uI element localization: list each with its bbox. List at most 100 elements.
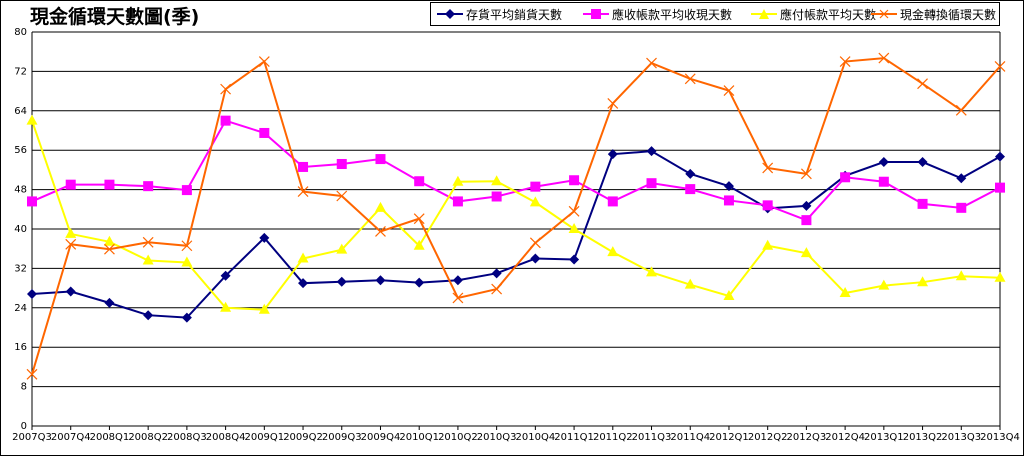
data-point-s1: [646, 178, 657, 189]
data-point-s2: [529, 196, 541, 207]
data-point-s3: [684, 73, 696, 85]
data-point-s2: [878, 279, 890, 290]
legend-marker-square: [583, 9, 609, 19]
x-tick-label: 2009Q1: [244, 432, 284, 443]
data-point-s3: [607, 97, 619, 109]
data-point-s0: [452, 275, 463, 286]
x-tick-label: 2010Q1: [399, 432, 439, 443]
data-point-s2: [723, 289, 735, 300]
x-tick-label: 2012Q4: [825, 432, 865, 443]
y-tick-label: 56: [14, 145, 27, 156]
y-tick-label: 72: [14, 66, 27, 77]
data-point-s3: [878, 52, 890, 64]
x-tick-label: 2013Q2: [903, 432, 943, 443]
x-tick-label: 2008Q1: [90, 432, 130, 443]
legend-label: 現金轉換循環天數: [900, 7, 997, 22]
data-point-s1: [685, 184, 696, 195]
data-point-s1: [569, 175, 580, 186]
data-point-s0: [878, 157, 889, 168]
data-point-s3: [994, 61, 1006, 72]
data-point-s1: [878, 176, 889, 187]
data-point-s1: [491, 191, 502, 202]
legend-item-cash-cycle-days: 現金轉換循環天數: [871, 3, 996, 25]
data-point-s2: [374, 201, 386, 212]
data-point-s0: [801, 200, 812, 211]
data-point-s1: [220, 115, 231, 126]
data-point-s2: [762, 239, 774, 250]
data-point-s3: [26, 368, 38, 380]
data-point-s3: [220, 83, 232, 95]
y-tick-label: 8: [21, 382, 27, 393]
data-point-s2: [684, 278, 696, 289]
data-point-s2: [491, 175, 503, 186]
data-point-s0: [143, 310, 154, 321]
data-point-s1: [298, 161, 309, 172]
series-line-3: [31, 57, 1001, 375]
legend-marker-diamond: [437, 9, 463, 19]
x-tick-label: 2010Q2: [438, 432, 478, 443]
data-point-s1: [27, 196, 37, 207]
data-point-s3: [762, 162, 774, 174]
x-tick-label: 2012Q2: [748, 432, 788, 443]
data-point-s1: [375, 154, 386, 165]
series-line-0: [31, 150, 1001, 319]
data-point-s3: [375, 226, 386, 237]
x-tick-label: 2008Q4: [206, 432, 246, 443]
x-tick-label: 2011Q4: [670, 432, 710, 443]
data-point-s1: [607, 196, 618, 207]
x-tick-label: 2009Q4: [361, 432, 401, 443]
data-point-s1: [762, 200, 773, 211]
data-point-s2: [955, 270, 967, 281]
data-point-s3: [413, 213, 425, 225]
data-point-s0: [917, 157, 928, 168]
legend-item-receivable-days: 應收帳款平均收現天數: [583, 3, 732, 25]
y-tick-label: 32: [14, 263, 27, 274]
data-point-s0: [569, 254, 580, 265]
data-point-s1: [840, 172, 851, 183]
data-point-s0: [646, 146, 657, 157]
legend: 存貨平均銷貨天數 應收帳款平均收現天數 應付帳款平均天數 現金轉換循環天數: [430, 2, 1000, 26]
data-point-s3: [336, 190, 348, 202]
data-point-s0: [530, 253, 541, 264]
data-point-s3: [104, 243, 115, 255]
data-point-s0: [685, 168, 696, 179]
x-tick-label: 2011Q3: [632, 432, 672, 443]
legend-label: 應付帳款平均天數: [780, 7, 877, 22]
legend-label: 應收帳款平均收現天數: [612, 7, 733, 22]
data-point-s0: [336, 276, 347, 287]
data-point-s0: [220, 270, 231, 281]
data-point-s1: [530, 181, 541, 192]
data-point-s1: [259, 127, 270, 138]
chart-title: 現金循環天數圖(季): [30, 6, 200, 28]
data-point-s3: [839, 56, 851, 67]
data-point-s3: [297, 186, 309, 197]
data-point-s0: [104, 297, 115, 308]
data-point-s2: [994, 271, 1006, 282]
legend-label: 存貨平均銷貨天數: [466, 7, 563, 22]
x-tick-label: 2008Q3: [167, 432, 207, 443]
data-point-s1: [452, 196, 463, 207]
data-point-s2: [65, 227, 77, 238]
data-point-s1: [181, 185, 192, 196]
data-point-s3: [568, 205, 580, 217]
x-tick-label: 2011Q1: [554, 432, 594, 443]
x-tick-label: 2007Q3: [12, 432, 52, 443]
data-point-s3: [181, 240, 193, 252]
data-point-s1: [104, 179, 115, 190]
data-point-s2: [917, 276, 929, 287]
data-point-s0: [414, 277, 425, 288]
x-tick-label: 2010Q3: [477, 432, 517, 443]
data-point-s3: [646, 57, 657, 69]
data-point-s0: [995, 151, 1005, 162]
x-tick-label: 2012Q3: [787, 432, 827, 443]
data-point-s2: [258, 303, 270, 314]
y-tick-label: 16: [14, 342, 27, 353]
data-point-s0: [607, 149, 618, 160]
data-point-s1: [995, 182, 1005, 193]
data-point-s3: [955, 104, 967, 116]
data-point-s2: [297, 252, 309, 263]
data-point-s2: [413, 239, 425, 250]
data-point-s3: [723, 85, 735, 97]
